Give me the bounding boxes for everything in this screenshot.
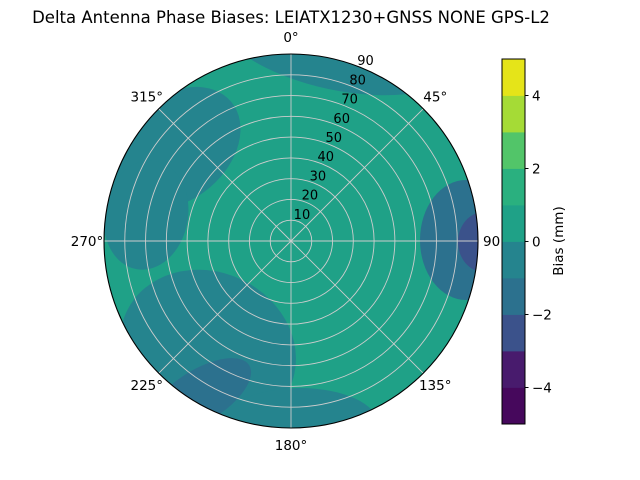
r-tick-label: 80 xyxy=(349,73,366,88)
r-tick-label: 70 xyxy=(341,93,358,108)
r-tick-label: 60 xyxy=(333,112,350,127)
theta-tick-label: 0° xyxy=(283,30,298,46)
colorbar-band xyxy=(502,205,525,242)
chart-title: Delta Antenna Phase Biases: LEIATX1230+G… xyxy=(32,8,550,27)
r-tick-label: 30 xyxy=(310,169,327,184)
colorbar: −4 −2 0 2 4 Bias (mm) xyxy=(501,58,567,425)
colorbar-band xyxy=(502,278,525,315)
bias-region-east-core xyxy=(458,212,478,272)
theta-gridline xyxy=(158,108,292,242)
theta-tick-label: 180° xyxy=(275,438,308,454)
r-tick-label: 40 xyxy=(318,150,335,165)
colorbar-band xyxy=(502,59,525,96)
r-tick-label: 10 xyxy=(294,208,311,223)
polar-grid xyxy=(104,54,478,428)
r-tick-labels: 10 20 30 40 50 60 70 80 90 xyxy=(294,54,374,223)
theta-gridline xyxy=(290,108,424,242)
theta-tick-label: 45° xyxy=(423,90,447,106)
colorbar-axis-label: Bias (mm) xyxy=(551,206,567,275)
colorbar-tick-label: 0 xyxy=(532,234,541,250)
theta-gridline xyxy=(158,240,292,374)
colorbar-tick-label: −2 xyxy=(532,307,552,323)
polar-boundary xyxy=(103,53,479,429)
colorbar-band xyxy=(502,387,525,425)
theta-tick-label: 90° xyxy=(483,234,507,250)
colorbar-band xyxy=(502,241,525,279)
theta-tick-label: 315° xyxy=(130,90,163,106)
bias-region-south xyxy=(222,388,378,428)
theta-tick-labels: 0° 45° 90° 135° 180° 225° 270° 315° xyxy=(71,30,507,454)
colorbar-band xyxy=(502,314,525,352)
r-tick-label: 50 xyxy=(325,131,342,146)
colorbar-band xyxy=(502,351,525,388)
theta-tick-label: 135° xyxy=(419,378,452,394)
colorbar-tick-label: 2 xyxy=(532,161,541,177)
colorbar-tick-label: −4 xyxy=(532,380,552,396)
theta-gridline xyxy=(290,240,424,374)
colorbar-band xyxy=(502,95,525,133)
theta-tick-label: 225° xyxy=(130,378,163,394)
r-tick-label: 20 xyxy=(302,189,319,204)
colorbar-band xyxy=(502,168,525,206)
colorbar-band xyxy=(502,132,525,169)
r-tick-label: 90 xyxy=(357,54,374,69)
colorbar-tick-label: 4 xyxy=(532,88,541,104)
theta-tick-label: 270° xyxy=(71,234,104,250)
